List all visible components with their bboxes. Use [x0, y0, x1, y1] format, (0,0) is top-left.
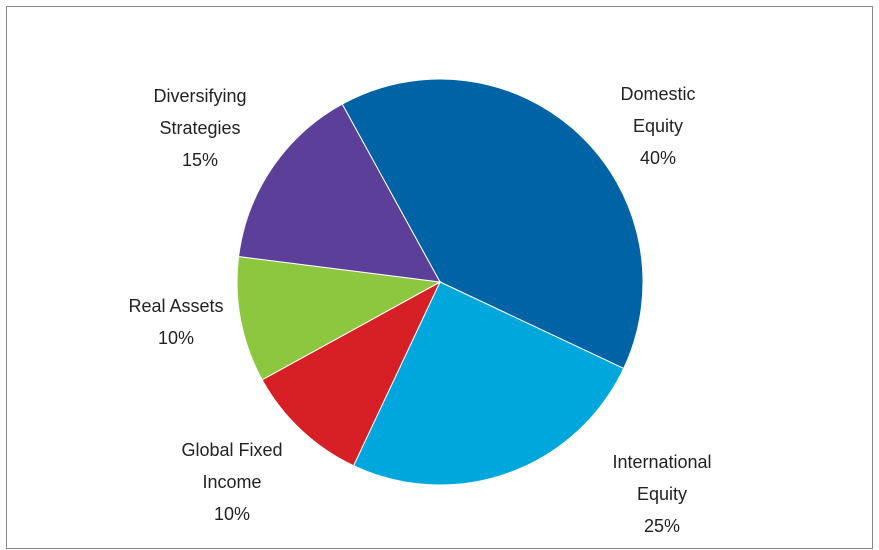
value-label: 10% — [157, 328, 195, 348]
category-label: International Equity — [612, 452, 712, 504]
slice-label: Diversifying Strategies 15% — [130, 80, 270, 176]
slice-label: Real Assets 10% — [106, 290, 246, 354]
slice-label: International Equity 25% — [587, 446, 737, 542]
category-label: Global Fixed Income — [181, 440, 283, 492]
pie-slice — [261, 280, 442, 467]
pie-slice — [341, 78, 644, 370]
value-label: 25% — [643, 516, 681, 536]
frame — [6, 6, 873, 549]
category-label: Diversifying Strategies — [153, 86, 247, 138]
value-label: 40% — [639, 148, 677, 168]
pie-slice — [352, 281, 625, 486]
slice-label: Global Fixed Income 10% — [167, 434, 297, 530]
pie-slice — [238, 103, 441, 283]
pie-slice — [236, 255, 442, 381]
category-label: Domestic Equity — [620, 84, 696, 136]
value-label: 10% — [213, 504, 251, 524]
value-label: 15% — [181, 150, 219, 170]
category-label: Real Assets — [128, 296, 224, 316]
slice-label: Domestic Equity 40% — [608, 78, 708, 174]
